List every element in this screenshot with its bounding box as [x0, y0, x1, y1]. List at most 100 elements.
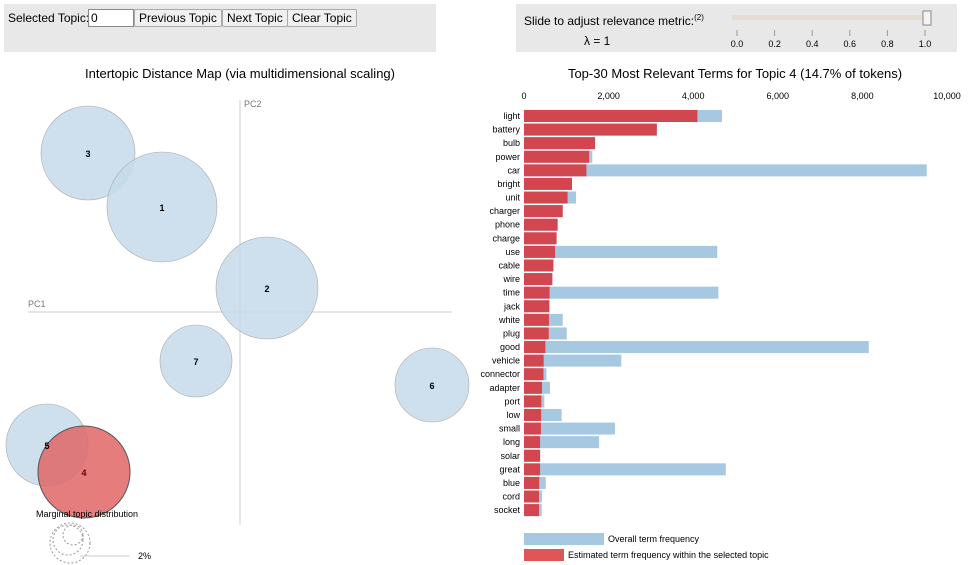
topic-circle-1[interactable] — [106, 151, 218, 263]
intertopic-map-title: Intertopic Distance Map (via multidimens… — [85, 66, 395, 81]
term-label[interactable]: battery — [492, 125, 520, 135]
topic-frequency-bar — [524, 150, 590, 163]
overall-frequency-bar — [524, 164, 927, 177]
topic-frequency-bar — [524, 327, 549, 340]
topic-frequency-bar — [524, 191, 568, 204]
next-topic-button[interactable]: Next Topic — [222, 9, 288, 27]
term-label[interactable]: wire — [502, 274, 520, 284]
slider-handle[interactable] — [922, 10, 932, 26]
term-label[interactable]: charge — [492, 233, 520, 243]
term-label[interactable]: jack — [503, 301, 521, 311]
topic-frequency-bar — [524, 259, 554, 272]
marginal-label: Marginal topic distribution — [36, 509, 138, 519]
topic-frequency-bar — [524, 273, 553, 286]
term-label[interactable]: vehicle — [492, 356, 520, 366]
slider-tick-label: 0.8 — [881, 39, 894, 49]
slider-track[interactable] — [732, 15, 927, 20]
topic-frequency-bar — [524, 408, 542, 421]
term-label[interactable]: socket — [494, 505, 521, 515]
relevance-label-text: Slide to adjust relevance metric: — [524, 14, 695, 28]
topic-frequency-bar — [524, 476, 540, 489]
topic-label-2: 2 — [264, 284, 269, 294]
overall-frequency-bar — [524, 422, 615, 435]
term-label[interactable]: charger — [489, 206, 520, 216]
term-label[interactable]: small — [499, 424, 520, 434]
slider-tick-label: 0.2 — [768, 39, 781, 49]
relevance-panel: Slide to adjust relevance metric:(2) λ =… — [516, 4, 957, 52]
x-tick-label: 2,000 — [597, 91, 620, 101]
topic-frequency-bar — [524, 490, 540, 503]
term-label[interactable]: great — [499, 464, 520, 474]
topic-frequency-bar — [524, 504, 540, 517]
slider-tick-label: 1.0 — [919, 39, 932, 49]
term-label[interactable]: long — [503, 437, 520, 447]
term-label[interactable]: unit — [505, 193, 520, 203]
legend-topic-label: Estimated term frequency within the sele… — [568, 550, 769, 560]
term-label[interactable]: use — [505, 247, 520, 257]
topic-frequency-bar — [524, 245, 556, 258]
term-label[interactable]: blue — [503, 478, 520, 488]
topic-circle-6[interactable] — [394, 347, 470, 423]
topic-label-5: 5 — [44, 441, 49, 451]
topic-label-4: 4 — [81, 468, 86, 478]
term-label[interactable]: bright — [497, 179, 520, 189]
term-label[interactable]: adapter — [489, 383, 520, 393]
clear-topic-button[interactable]: Clear Topic — [287, 9, 357, 27]
term-label[interactable]: low — [506, 410, 520, 420]
topic-label-1: 1 — [159, 203, 164, 213]
topic-frequency-bar — [524, 110, 698, 122]
previous-topic-button[interactable]: Previous Topic — [134, 9, 222, 27]
overall-frequency-bar — [524, 341, 869, 354]
topic-frequency-bar — [524, 449, 541, 462]
term-label[interactable]: white — [498, 315, 520, 325]
overall-frequency-bar — [524, 436, 600, 449]
legend-overall-swatch — [524, 533, 604, 545]
topic-circle-2[interactable] — [215, 236, 319, 340]
topic-label-6: 6 — [429, 381, 434, 391]
slider-tick-label: 0.0 — [731, 39, 744, 49]
topic-frequency-bar — [524, 123, 657, 136]
topic-controls-panel: Selected Topic: Previous Topic Next Topi… — [4, 4, 436, 52]
topic-frequency-bar — [524, 422, 541, 435]
topic-frequency-bar — [524, 313, 549, 326]
topic-frequency-bar — [524, 368, 544, 381]
topic-frequency-bar — [524, 381, 542, 394]
term-label[interactable]: power — [495, 152, 520, 162]
term-label[interactable]: car — [507, 165, 520, 175]
relevance-footnote[interactable]: (2) — [694, 13, 704, 22]
term-label[interactable]: cord — [502, 492, 520, 502]
term-label[interactable]: connector — [480, 369, 520, 379]
topic-frequency-bar — [524, 341, 546, 354]
topic-frequency-bar — [524, 463, 541, 476]
topic-circle-3[interactable] — [40, 105, 136, 201]
topic-frequency-bar — [524, 232, 557, 245]
term-label[interactable]: solar — [500, 451, 520, 461]
term-label[interactable]: plug — [503, 328, 520, 338]
term-label[interactable]: bulb — [503, 138, 520, 148]
marginal-legend — [49, 522, 130, 564]
topic-frequency-bar — [524, 395, 542, 408]
relevance-slider[interactable]: 0.0 0.2 0.4 0.6 0.8 1.0 — [726, 4, 956, 52]
lambda-value: λ = 1 — [584, 34, 611, 48]
topic-circle-7[interactable] — [159, 324, 233, 398]
term-label[interactable]: port — [504, 396, 520, 406]
term-label[interactable]: light — [503, 111, 520, 121]
term-label[interactable]: time — [503, 288, 520, 298]
topic-label-3: 3 — [85, 149, 90, 159]
pc1-label: PC1 — [28, 299, 46, 309]
topic-frequency-bar — [524, 286, 550, 299]
slider-tick-label: 0.6 — [844, 39, 857, 49]
topic-frequency-bar — [524, 205, 563, 218]
topic-frequency-bar — [524, 436, 541, 449]
slider-tick-label: 0.4 — [806, 39, 819, 49]
term-label[interactable]: phone — [495, 220, 520, 230]
term-label[interactable]: cable — [498, 260, 520, 270]
term-label[interactable]: good — [500, 342, 520, 352]
topic-frequency-bar — [524, 354, 544, 367]
relevance-label: Slide to adjust relevance metric:(2) — [524, 13, 704, 28]
selected-topic-input[interactable] — [88, 9, 134, 27]
topic-circle-4[interactable] — [37, 425, 131, 519]
legend-topic-swatch — [524, 549, 564, 561]
topic-label-7: 7 — [193, 357, 198, 367]
overall-frequency-bar — [524, 286, 719, 299]
